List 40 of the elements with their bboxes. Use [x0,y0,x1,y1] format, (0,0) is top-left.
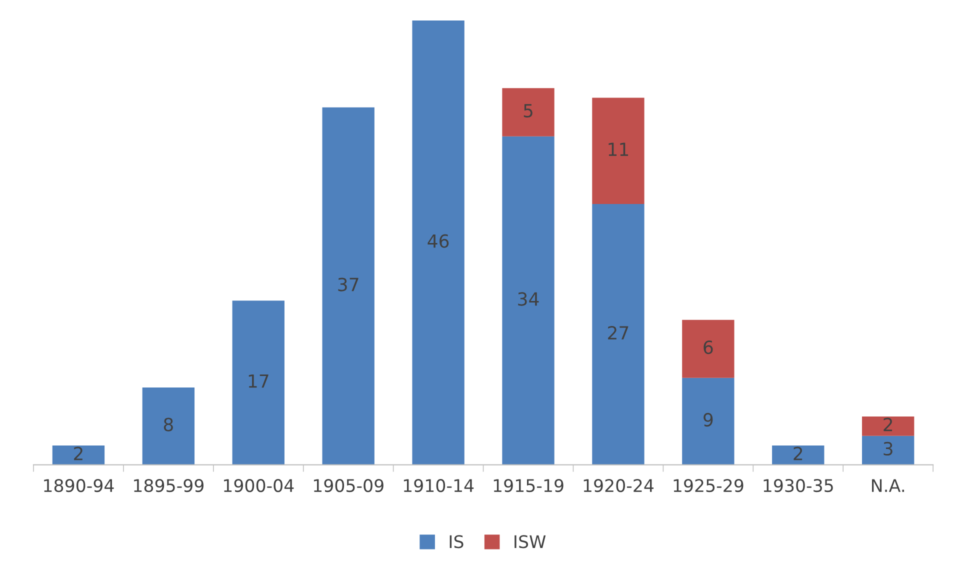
x-tick-label: 1900-04 [224,478,294,492]
x-tick-label: 1910-14 [404,478,474,492]
bar [772,445,824,465]
data-label: 37 [338,278,358,292]
data-label: 2 [884,418,892,432]
data-label: 5 [524,104,532,118]
data-label: 6 [704,340,713,354]
bar [142,388,195,465]
data-label: 11 [608,142,628,156]
bar [52,445,105,465]
bar [412,20,464,465]
bar [502,136,554,465]
x-tick-label: N.A. [872,479,904,492]
data-label: 27 [608,326,628,340]
data-label: 2 [74,446,82,460]
data-label: 8 [164,418,173,432]
bar [322,107,374,465]
x-tick-label: 1925-29 [674,478,744,492]
data-label: 17 [248,374,268,388]
bar [232,300,284,465]
bar [682,320,734,378]
data-label: 34 [518,292,539,306]
bar [862,416,914,436]
x-tick-label: 1930-35 [764,478,833,492]
bar [592,98,644,204]
x-tick-label: 1895-99 [134,478,204,492]
data-label: 46 [428,234,449,248]
x-tick-label: 1905-09 [314,478,384,492]
legend-label: ISW [514,535,546,548]
bar [592,204,644,465]
data-label: 3 [884,442,892,456]
x-tick-label: 1890-94 [44,478,114,492]
data-label: 9 [704,412,713,427]
bar [862,436,914,465]
bar [682,378,734,465]
legend-label: IS [450,535,464,548]
x-tick-label: 1920-24 [584,478,654,492]
x-tick-label: 1915-19 [494,478,564,492]
bar [502,88,554,136]
data-label: 2 [794,446,802,460]
